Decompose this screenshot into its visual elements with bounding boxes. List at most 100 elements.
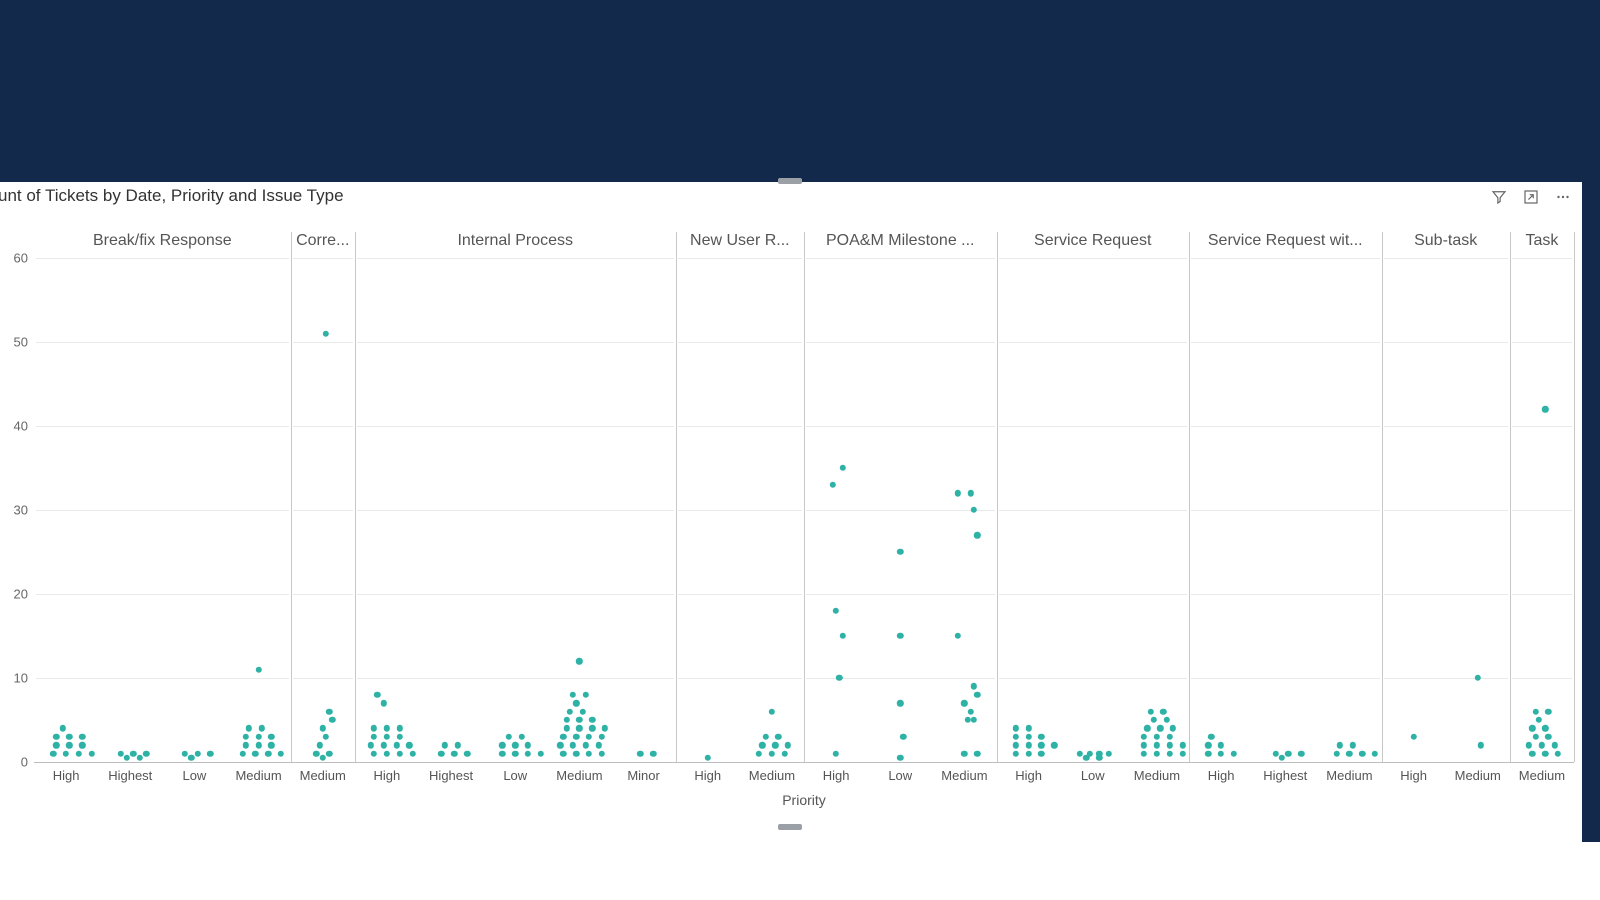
scatter-point[interactable] xyxy=(1337,742,1343,748)
scatter-point[interactable] xyxy=(1154,734,1160,740)
scatter-point[interactable] xyxy=(589,717,595,723)
scatter-point[interactable] xyxy=(637,750,643,756)
scatter-point[interactable] xyxy=(76,750,82,756)
scatter-point[interactable] xyxy=(53,742,59,748)
scatter-point[interactable] xyxy=(406,742,412,748)
scatter-point[interactable] xyxy=(384,725,390,731)
scatter-point[interactable] xyxy=(756,750,762,756)
scatter-point[interactable] xyxy=(1272,750,1278,756)
scatter-point[interactable] xyxy=(1552,742,1558,748)
scatter-point[interactable] xyxy=(1542,725,1548,731)
scatter-point[interactable] xyxy=(1179,750,1185,756)
scatter-point[interactable] xyxy=(576,725,582,731)
scatter-point[interactable] xyxy=(573,734,579,740)
scatter-point[interactable] xyxy=(1013,725,1019,731)
scatter-point[interactable] xyxy=(1141,734,1147,740)
scatter-point[interactable] xyxy=(50,750,56,756)
scatter-point[interactable] xyxy=(525,742,531,748)
scatter-point[interactable] xyxy=(1154,742,1160,748)
scatter-point[interactable] xyxy=(525,750,531,756)
scatter-point[interactable] xyxy=(1410,734,1416,740)
scatter-point[interactable] xyxy=(79,742,85,748)
scatter-point[interactable] xyxy=(323,734,329,740)
scatter-point[interactable] xyxy=(1555,750,1561,756)
scatter-point[interactable] xyxy=(1025,725,1031,731)
scatter-point[interactable] xyxy=(329,717,335,723)
scatter-point[interactable] xyxy=(409,750,415,756)
scatter-point[interactable] xyxy=(762,734,768,740)
filter-icon[interactable] xyxy=(1490,188,1508,206)
scatter-point[interactable] xyxy=(326,750,332,756)
scatter-point[interactable] xyxy=(1372,750,1378,756)
scatter-point[interactable] xyxy=(1532,708,1538,714)
scatter-point[interactable] xyxy=(124,755,130,761)
scatter-point[interactable] xyxy=(255,666,261,672)
scatter-point[interactable] xyxy=(320,755,326,761)
scatter-point[interactable] xyxy=(371,734,377,740)
scatter-point[interactable] xyxy=(252,750,258,756)
scatter-point[interactable] xyxy=(782,750,788,756)
scatter-point[interactable] xyxy=(278,750,284,756)
scatter-point[interactable] xyxy=(1157,725,1163,731)
scatter-point[interactable] xyxy=(1013,734,1019,740)
scatter-point[interactable] xyxy=(1013,750,1019,756)
scatter-point[interactable] xyxy=(268,742,274,748)
scatter-point[interactable] xyxy=(1179,742,1185,748)
resize-handle-bottom[interactable] xyxy=(778,824,802,830)
scatter-point[interactable] xyxy=(839,465,845,471)
scatter-point[interactable] xyxy=(313,750,319,756)
scatter-point[interactable] xyxy=(1298,750,1304,756)
scatter-point[interactable] xyxy=(775,734,781,740)
scatter-point[interactable] xyxy=(785,742,791,748)
scatter-point[interactable] xyxy=(60,725,66,731)
scatter-point[interactable] xyxy=(1144,725,1150,731)
scatter-point[interactable] xyxy=(1025,750,1031,756)
scatter-point[interactable] xyxy=(1141,742,1147,748)
scatter-point[interactable] xyxy=(1160,708,1166,714)
scatter-point[interactable] xyxy=(769,708,775,714)
scatter-point[interactable] xyxy=(971,717,977,723)
scatter-point[interactable] xyxy=(1141,750,1147,756)
scatter-point[interactable] xyxy=(499,750,505,756)
scatter-point[interactable] xyxy=(955,490,961,496)
scatter-point[interactable] xyxy=(454,742,460,748)
scatter-point[interactable] xyxy=(1051,742,1057,748)
scatter-point[interactable] xyxy=(397,750,403,756)
scatter-point[interactable] xyxy=(464,750,470,756)
scatter-point[interactable] xyxy=(1167,750,1173,756)
scatter-point[interactable] xyxy=(451,750,457,756)
scatter-point[interactable] xyxy=(1147,708,1153,714)
scatter-point[interactable] xyxy=(512,750,518,756)
scatter-point[interactable] xyxy=(971,507,977,513)
scatter-point[interactable] xyxy=(320,725,326,731)
scatter-point[interactable] xyxy=(441,742,447,748)
scatter-point[interactable] xyxy=(243,734,249,740)
scatter-point[interactable] xyxy=(1285,750,1291,756)
scatter-point[interactable] xyxy=(563,725,569,731)
focus-mode-icon[interactable] xyxy=(1522,188,1540,206)
scatter-point[interactable] xyxy=(79,734,85,740)
scatter-point[interactable] xyxy=(586,734,592,740)
resize-handle-top[interactable] xyxy=(778,178,802,184)
scatter-point[interactable] xyxy=(255,734,261,740)
scatter-point[interactable] xyxy=(974,750,980,756)
scatter-point[interactable] xyxy=(53,734,59,740)
scatter-point[interactable] xyxy=(759,742,765,748)
scatter-point[interactable] xyxy=(438,750,444,756)
scatter-point[interactable] xyxy=(560,750,566,756)
scatter-point[interactable] xyxy=(968,490,974,496)
scatter-point[interactable] xyxy=(117,750,123,756)
scatter-point[interactable] xyxy=(579,708,585,714)
scatter-point[interactable] xyxy=(265,750,271,756)
scatter-point[interactable] xyxy=(137,755,143,761)
scatter-point[interactable] xyxy=(772,742,778,748)
scatter-point[interactable] xyxy=(583,692,589,698)
scatter-point[interactable] xyxy=(1170,725,1176,731)
scatter-point[interactable] xyxy=(576,658,582,664)
scatter-point[interactable] xyxy=(897,549,903,555)
scatter-point[interactable] xyxy=(397,725,403,731)
scatter-point[interactable] xyxy=(955,633,961,639)
scatter-point[interactable] xyxy=(259,725,265,731)
scatter-point[interactable] xyxy=(897,700,903,706)
scatter-point[interactable] xyxy=(1346,750,1352,756)
